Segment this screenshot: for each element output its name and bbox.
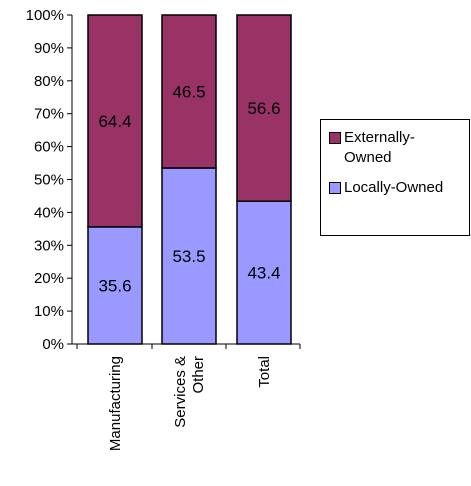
y-tick-label: 50% [34,172,64,189]
data-label: 64.4 [98,112,131,131]
x-category-label-line: Total [256,356,273,388]
y-tick-label: 20% [34,270,64,287]
y-tick-label: 0% [42,336,64,353]
x-category-label: Total [256,356,273,388]
legend-swatch-externally-owned [329,132,341,144]
y-tick-label: 30% [34,237,64,254]
legend-label-locally-owned: Locally-Owned [344,179,444,196]
y-tick-label: 70% [34,106,64,123]
data-label: 46.5 [172,82,205,101]
y-tick-label: 80% [34,73,64,90]
x-category-label-line: Manufacturing [107,356,124,451]
data-label: 56.6 [247,99,280,118]
y-tick-label: 40% [34,204,64,221]
y-tick-label: 60% [34,139,64,156]
legend: Externally- Owned Locally-Owned [320,119,470,236]
data-label: 53.5 [172,247,205,266]
x-category-label-line: Other [190,356,207,394]
x-category-label: Services & Other [172,356,207,428]
y-tick-label: 10% [34,303,64,320]
bar-locally-owned-1 [87,226,143,345]
y-axis: 0% 10% 20% 30% 40% 50% 60% 70% 80% 90% 100% [26,7,73,353]
data-label: 43.4 [247,264,280,283]
x-axis: Manufacturing Services & Other Total [72,343,301,451]
legend-swatch-locally-owned [329,182,341,194]
legend-label-externally-owned: Externally- Owned [344,129,415,166]
bars: 35.6 64.4 53.5 46.5 43.4 56.6 [87,14,292,345]
y-tick-label: 90% [34,40,64,57]
bar-externally-owned-3 [236,14,292,202]
x-category-label-line: Services & [172,356,189,428]
bar-externally-owned-2 [161,14,217,169]
bar-externally-owned-1 [87,14,143,228]
y-tick-label: 100% [26,7,64,24]
data-label: 35.6 [98,276,131,295]
x-category-label: Manufacturing [107,356,124,451]
